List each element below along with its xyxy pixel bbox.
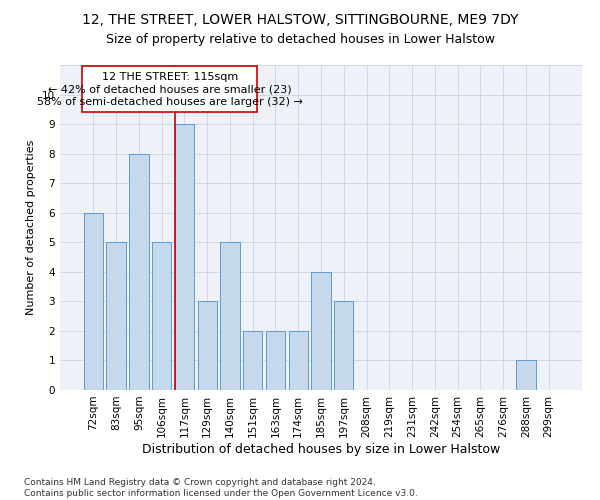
Text: 12 THE STREET: 115sqm: 12 THE STREET: 115sqm <box>102 72 238 82</box>
Bar <box>220 242 239 390</box>
Text: ← 42% of detached houses are smaller (23): ← 42% of detached houses are smaller (23… <box>48 84 292 94</box>
Bar <box>266 331 285 390</box>
Bar <box>243 331 262 390</box>
Text: 58% of semi-detached houses are larger (32) →: 58% of semi-detached houses are larger (… <box>37 96 303 106</box>
FancyBboxPatch shape <box>82 66 257 112</box>
Bar <box>129 154 149 390</box>
Text: 12, THE STREET, LOWER HALSTOW, SITTINGBOURNE, ME9 7DY: 12, THE STREET, LOWER HALSTOW, SITTINGBO… <box>82 12 518 26</box>
Bar <box>197 302 217 390</box>
Bar <box>311 272 331 390</box>
Bar <box>334 302 353 390</box>
X-axis label: Distribution of detached houses by size in Lower Halstow: Distribution of detached houses by size … <box>142 442 500 456</box>
Text: Size of property relative to detached houses in Lower Halstow: Size of property relative to detached ho… <box>106 32 494 46</box>
Bar <box>152 242 172 390</box>
Bar <box>84 212 103 390</box>
Text: Contains HM Land Registry data © Crown copyright and database right 2024.
Contai: Contains HM Land Registry data © Crown c… <box>24 478 418 498</box>
Bar <box>106 242 126 390</box>
Bar <box>175 124 194 390</box>
Bar <box>516 360 536 390</box>
Bar <box>289 331 308 390</box>
Y-axis label: Number of detached properties: Number of detached properties <box>26 140 37 315</box>
